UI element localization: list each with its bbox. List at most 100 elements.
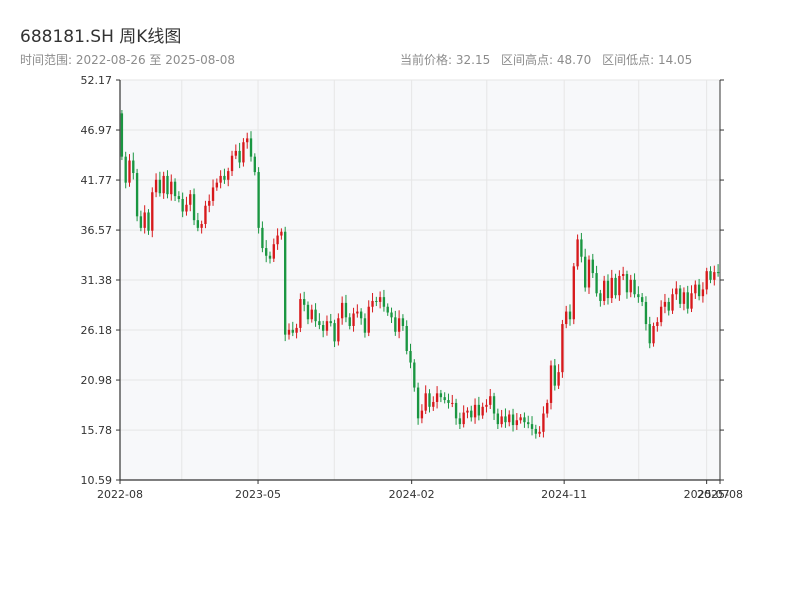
candle[interactable] [709,266,712,284]
candle[interactable] [595,265,598,297]
candle[interactable] [610,269,613,303]
candle[interactable] [356,304,359,318]
candle[interactable] [310,304,313,323]
candle[interactable] [504,408,507,428]
candle[interactable] [572,262,575,325]
candle[interactable] [223,168,226,184]
candle[interactable] [181,192,184,218]
candle[interactable] [321,320,325,338]
candle[interactable] [621,266,625,281]
candle[interactable] [443,392,446,404]
candle[interactable] [637,286,640,303]
candle[interactable] [458,412,462,430]
candle[interactable] [303,291,306,312]
candle[interactable] [299,293,302,333]
candle[interactable] [154,173,158,198]
candle[interactable] [242,138,245,167]
candle[interactable] [394,310,397,336]
candle[interactable] [287,323,291,340]
candle[interactable] [219,170,222,189]
candle[interactable] [352,307,355,332]
candle[interactable] [629,274,632,298]
candle[interactable] [614,273,617,299]
candle[interactable] [382,289,386,312]
candle[interactable] [367,300,370,337]
candle[interactable] [265,240,268,263]
candle[interactable] [713,265,716,286]
candle[interactable] [561,319,564,378]
candle[interactable] [477,396,481,421]
candle[interactable] [549,360,553,410]
candle[interactable] [644,296,648,331]
candle[interactable] [177,191,181,203]
candle[interactable] [371,292,374,313]
candle[interactable] [409,343,412,369]
candle[interactable] [694,280,697,299]
candle[interactable] [485,399,488,413]
candle[interactable] [496,408,500,430]
candle[interactable] [519,414,522,424]
candle[interactable] [508,410,511,427]
candle[interactable] [329,313,332,327]
candle[interactable] [591,253,594,278]
candle[interactable] [333,319,336,348]
candle[interactable] [413,359,416,392]
candle[interactable] [295,323,298,339]
candle[interactable] [230,150,234,177]
candle[interactable] [120,110,124,161]
candle[interactable] [663,293,667,314]
candle[interactable] [375,296,378,307]
candle[interactable] [143,205,146,234]
candle[interactable] [253,153,256,176]
candle[interactable] [603,275,606,306]
candle[interactable] [527,415,530,429]
candle[interactable] [151,187,154,238]
candle[interactable] [272,238,275,263]
candle[interactable] [215,178,219,191]
candle[interactable] [227,167,230,187]
candle[interactable] [405,320,408,355]
candle[interactable] [337,313,340,346]
candle[interactable] [306,301,310,325]
candle[interactable] [284,226,287,342]
candle[interactable] [246,132,249,149]
candle[interactable] [257,167,260,234]
candle[interactable] [697,278,701,301]
candle[interactable] [599,289,602,307]
candle[interactable] [538,426,541,438]
candle[interactable] [420,404,424,424]
candle[interactable] [280,228,283,240]
candle[interactable] [667,297,670,316]
candle[interactable] [534,424,537,439]
candles[interactable] [120,110,720,439]
candle[interactable] [648,316,651,349]
candle[interactable] [128,154,131,187]
candle[interactable] [314,303,317,327]
candle[interactable] [659,300,663,327]
candle[interactable] [652,322,655,347]
candle[interactable] [500,409,503,428]
candle[interactable] [416,382,420,425]
candle[interactable] [124,151,127,189]
candle[interactable] [587,255,591,294]
candle[interactable] [656,317,659,332]
candle[interactable] [158,171,162,197]
candle[interactable] [568,304,572,326]
candle[interactable] [325,315,329,336]
candle[interactable] [546,399,549,418]
candle[interactable] [424,385,427,415]
candle[interactable] [363,313,367,338]
candle[interactable] [162,171,165,199]
candle[interactable] [200,220,203,234]
candle[interactable] [716,264,720,277]
candle[interactable] [682,287,686,311]
candle[interactable] [340,296,344,325]
candle[interactable] [276,228,279,250]
candle[interactable] [344,294,348,323]
candle[interactable] [489,388,492,410]
candle[interactable] [447,393,450,409]
candle[interactable] [435,386,439,409]
candle[interactable] [439,389,443,403]
candle[interactable] [147,209,150,235]
candle[interactable] [675,281,678,300]
